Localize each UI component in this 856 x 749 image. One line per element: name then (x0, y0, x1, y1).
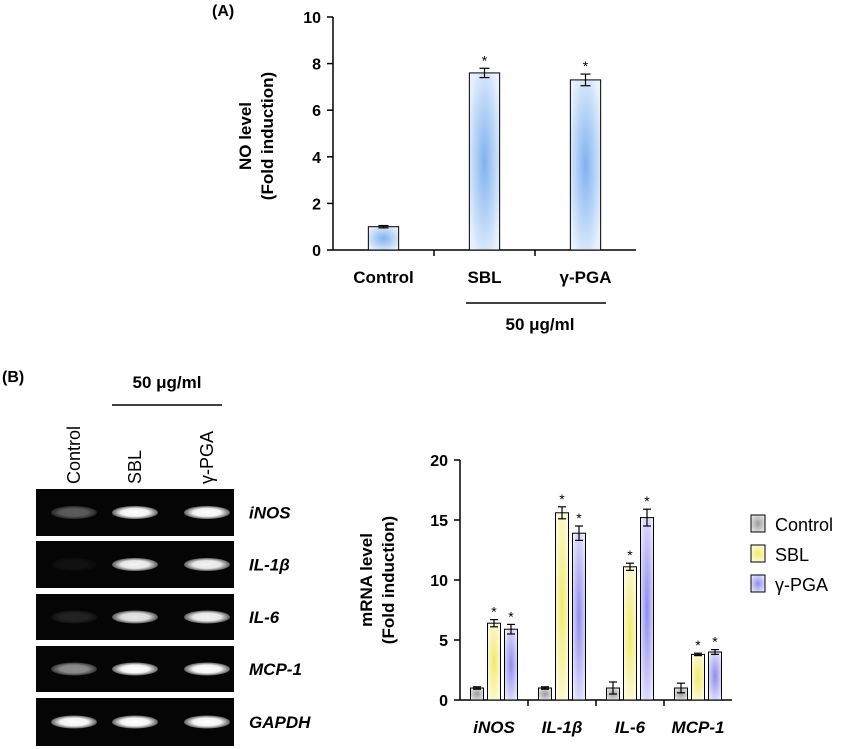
chart-b-bar-sbl-inos (487, 622, 501, 701)
chart-a-ytick-label: 6 (312, 103, 321, 120)
gel-band (112, 506, 158, 519)
chart-b-ytick-label: 5 (439, 633, 448, 650)
chart-b: 0 5 10 15 20 * * * * * * * * iNOS IL-1β IL-6 MCP-1 mRN… (357, 453, 833, 737)
legend-label-sbl: SBL (775, 545, 809, 565)
chart-a-significance-star: * (482, 52, 488, 68)
chart-b-significance-star: * (559, 491, 565, 507)
gel-band (184, 558, 230, 571)
gel-band (51, 558, 97, 571)
legend-label-pga: γ-PGA (775, 575, 828, 595)
chart-b-category-il-6: IL-6 (615, 718, 646, 737)
chart-b-yticks: 0 5 10 15 20 (430, 453, 460, 710)
gel-gene-label-inos: iNOS (249, 504, 291, 523)
chart-b-category-mcp-1: MCP-1 (672, 718, 725, 737)
chart-a-category-sbl: SBL (468, 268, 502, 287)
chart-b-bar-sbl-il-6 (623, 566, 637, 701)
chart-a-category-pga: γ-PGA (560, 268, 612, 287)
chart-b-bars: * * * * * * * * (470, 491, 722, 706)
legend-swatch-pga (750, 574, 766, 593)
legend-swatch-sbl (750, 544, 766, 563)
chart-b-bar-pga-il-6 (640, 517, 654, 701)
panel-b-label: (B) (2, 369, 24, 386)
chart-a-ytick-label: 8 (312, 57, 321, 74)
chart-b-ytick-label: 10 (430, 573, 448, 590)
chart-a-ylabel-unit: (Fold induction) (258, 72, 277, 200)
chart-b-bar-pga-il-1 (572, 532, 586, 701)
chart-b-bar-sbl-il-1 (555, 512, 569, 701)
chart-a-group-label: 50 μg/ml (506, 315, 575, 334)
gel-band (112, 558, 158, 571)
chart-b-bar-sbl-mcp-1 (691, 653, 705, 701)
gel-band (51, 610, 97, 624)
legend-label-control: Control (775, 515, 833, 535)
gel-band (184, 715, 230, 729)
gel-conc-label: 50 μg/ml (133, 373, 202, 392)
gel-band (184, 662, 230, 676)
chart-b-category-inos: iNOS (473, 718, 515, 737)
chart-b-significance-star: * (644, 493, 650, 509)
legend-swatch-control (750, 514, 766, 533)
gel-band (112, 610, 158, 624)
chart-a-significance-star: * (583, 58, 589, 74)
gel-band (184, 506, 230, 519)
chart-b-legend: Control SBL γ-PGA (750, 514, 833, 595)
chart-b-ytick-label: 0 (439, 693, 448, 710)
chart-b-ylabel: mRNA level (357, 533, 376, 627)
chart-b-significance-star: * (508, 608, 514, 624)
gel-band (51, 662, 97, 676)
chart-a-category-control: Control (353, 268, 413, 287)
gel-gene-label-il-1: IL-1β (249, 556, 290, 575)
chart-b-ytick-label: 15 (430, 513, 448, 530)
gel-gene-label-gapdh: GAPDH (249, 713, 311, 732)
chart-a-bar-sbl (468, 72, 501, 251)
chart-b-significance-star: * (576, 510, 582, 526)
chart-a-ytick-label: 4 (312, 150, 321, 167)
gel-band (112, 715, 158, 729)
chart-b-bar-pga-inos (504, 628, 518, 701)
gel-lane-label-sbl: SBL (125, 450, 145, 484)
chart-b-significance-star: * (491, 604, 497, 620)
gel-gene-label-il-6: IL-6 (249, 608, 280, 627)
chart-b-significance-star: * (712, 634, 718, 650)
gel-gene-label-mcp-1: MCP-1 (249, 660, 302, 679)
chart-a-ylabel: NO level (236, 102, 255, 170)
gel-band (112, 662, 158, 676)
chart-b-categories: iNOS IL-1β IL-6 MCP-1 (473, 718, 724, 737)
chart-a-bar-pga (569, 79, 602, 251)
chart-a-bars: * * (367, 52, 602, 256)
chart-a-categories: Control SBL γ-PGA (353, 268, 611, 287)
panel-a-label: (A) (212, 3, 234, 20)
chart-b-category-il-1: IL-1β (542, 718, 583, 737)
gel-lane-label-pga: γ-PGA (197, 431, 217, 484)
gel-band (184, 610, 230, 624)
chart-b-bar-pga-mcp-1 (708, 651, 722, 701)
gel-image: Control SBL γ-PGA iNOS IL-1β IL-6 MCP-1 GAPDH (36, 426, 311, 746)
gel-band (51, 506, 97, 519)
chart-b-ylabel-unit: (Fold induction) (379, 516, 398, 644)
chart-b-significance-star: * (627, 547, 633, 563)
gel-lane-label-control: Control (64, 426, 84, 484)
chart-b-significance-star: * (695, 637, 701, 653)
gel-band (51, 715, 97, 729)
chart-a-ytick-label: 0 (312, 243, 321, 260)
chart-a-bar-control (367, 226, 400, 251)
chart-a-ytick-label: 10 (303, 10, 321, 27)
chart-a-yticks: 0 2 4 6 8 10 (303, 10, 333, 260)
chart-b-ytick-label: 20 (430, 453, 448, 470)
chart-a-ytick-label: 2 (312, 196, 321, 213)
